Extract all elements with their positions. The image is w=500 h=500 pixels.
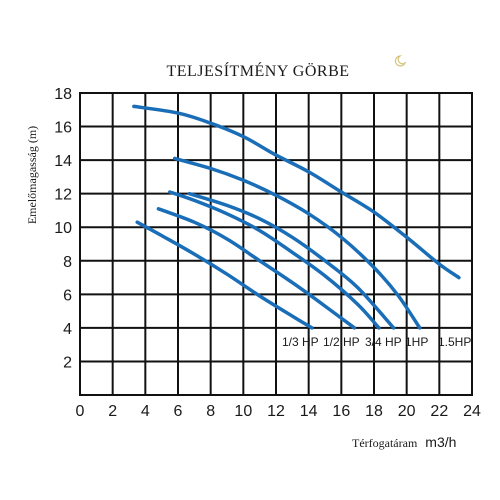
x-tick-label: 12 (267, 403, 285, 420)
x-tick-label: 18 (365, 403, 383, 420)
chart-title: TELJESÍTMÉNY GÖRBE (166, 61, 349, 80)
x-axis-unit: m3/h (425, 434, 456, 450)
series-label: 1.5HP (438, 335, 471, 349)
x-tick-label: 6 (174, 403, 183, 420)
x-axis-label: Térfogatáram m3/h (352, 434, 456, 451)
y-tick-label: 16 (54, 120, 72, 137)
series-line-4 (187, 191, 396, 330)
x-tick-label: 24 (463, 403, 481, 420)
x-tick-label: 16 (332, 403, 350, 420)
x-tick-label: 22 (430, 403, 448, 420)
x-axis-label-text: Térfogatáram (352, 436, 418, 450)
series-line-1 (135, 220, 314, 330)
series-line-3 (168, 190, 381, 330)
x-tick-label: 2 (108, 403, 117, 420)
y-tick-label: 12 (54, 187, 72, 204)
x-tick-label: 20 (398, 403, 416, 420)
y-tick-label: 8 (63, 254, 72, 271)
y-tick-label: 10 (54, 220, 72, 237)
series-label: 1/2 HP (323, 335, 360, 349)
x-tick-label: 4 (141, 403, 150, 420)
x-tick-label: 10 (234, 403, 252, 420)
moon-decoration-icon (394, 55, 407, 67)
x-tick-label: 8 (206, 403, 215, 420)
y-tick-label: 2 (63, 354, 72, 371)
series-line-6 (132, 104, 461, 280)
series-label: 1HP (405, 335, 428, 349)
series-labels: 1/3 HP 1/2 HP 3/4 HP 1HP 1.5HP (282, 335, 471, 349)
curves (132, 104, 461, 330)
y-tick-label: 14 (54, 153, 72, 170)
series-label: 3/4 HP (365, 335, 402, 349)
series-line-2 (156, 207, 357, 330)
y-tick-label: 4 (63, 321, 72, 338)
y-tick-label: 18 (54, 86, 72, 103)
x-tick-label: 0 (76, 403, 85, 420)
series-label: 1/3 HP (282, 335, 319, 349)
y-tick-label: 6 (63, 287, 72, 304)
series-line-5 (172, 156, 422, 330)
y-axis-label: Emelőmagasság (m) (25, 126, 39, 224)
x-tick-label: 14 (300, 403, 318, 420)
